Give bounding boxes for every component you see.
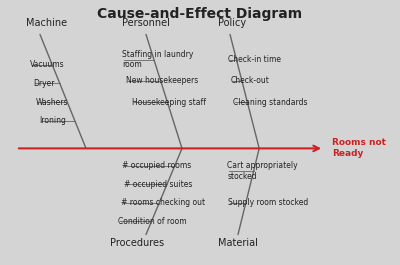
Text: Washers: Washers xyxy=(36,98,68,107)
Text: Personnel: Personnel xyxy=(122,18,170,28)
Text: Cart appropriately
stocked: Cart appropriately stocked xyxy=(227,161,298,181)
Text: Procedures: Procedures xyxy=(110,238,164,248)
Text: Condition of room: Condition of room xyxy=(118,217,187,226)
Text: Policy: Policy xyxy=(218,18,246,28)
Text: # rooms checking out: # rooms checking out xyxy=(121,198,205,207)
Text: # occupied rooms: # occupied rooms xyxy=(122,161,191,170)
Text: Staffing in laundry
room: Staffing in laundry room xyxy=(122,50,193,69)
Text: Check-in time: Check-in time xyxy=(228,55,281,64)
Text: Rooms not
Ready: Rooms not Ready xyxy=(332,138,386,158)
Text: Material: Material xyxy=(218,238,258,248)
Text: New housekeepers: New housekeepers xyxy=(126,76,198,85)
Text: Ironing: Ironing xyxy=(39,116,66,125)
Text: # occupied suites: # occupied suites xyxy=(124,180,192,189)
Text: Machine: Machine xyxy=(26,18,67,28)
Text: Cleaning standards: Cleaning standards xyxy=(233,98,307,107)
Text: Housekeeping staff: Housekeeping staff xyxy=(132,98,206,107)
Text: Vacuums: Vacuums xyxy=(30,60,65,69)
Text: Supply room stocked: Supply room stocked xyxy=(228,198,308,207)
Text: Dryer: Dryer xyxy=(33,79,54,88)
Text: Cause-and-Effect Diagram: Cause-and-Effect Diagram xyxy=(98,7,302,21)
Text: Check-out: Check-out xyxy=(231,76,270,85)
